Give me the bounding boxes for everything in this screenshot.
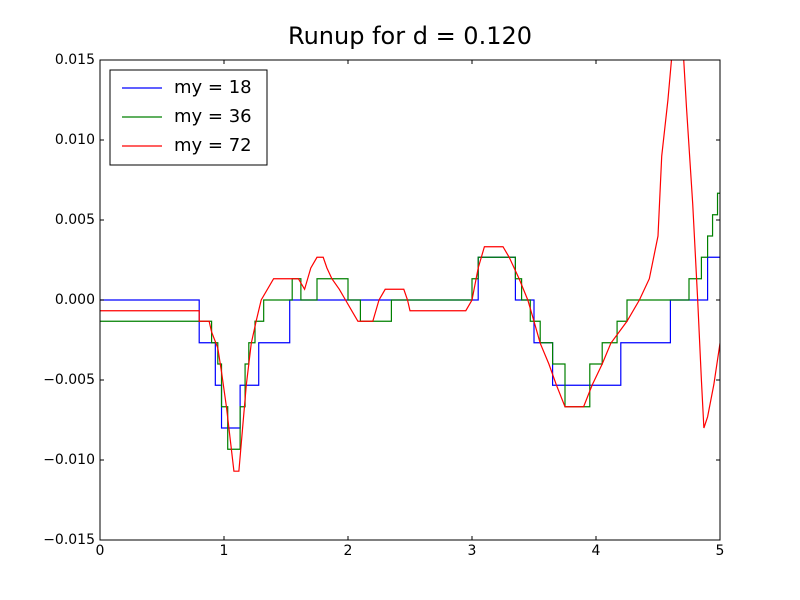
x-tick-label: 0	[96, 543, 105, 559]
legend-label: my = 18	[174, 77, 252, 98]
y-tick-label: 0.005	[55, 212, 95, 228]
series-line	[100, 256, 720, 429]
y-tick-label: 0.015	[55, 52, 95, 68]
y-tick-label: −0.015	[43, 532, 95, 548]
series-line	[100, 60, 720, 472]
x-tick-label: 3	[468, 543, 477, 559]
legend-label: my = 36	[174, 106, 252, 127]
plot-lines	[100, 60, 720, 472]
chart-title: Runup for d = 0.120	[288, 22, 532, 50]
x-tick-label: 2	[344, 543, 353, 559]
x-tick-label: 1	[220, 543, 229, 559]
y-tick-label: 0.000	[55, 292, 95, 308]
legend-label: my = 72	[174, 135, 252, 156]
y-tick-label: −0.010	[43, 452, 95, 468]
y-tick-label: −0.005	[43, 372, 95, 388]
y-tick-label: 0.010	[55, 132, 95, 148]
x-tick-label: 4	[592, 543, 601, 559]
x-tick-label: 5	[716, 543, 725, 559]
